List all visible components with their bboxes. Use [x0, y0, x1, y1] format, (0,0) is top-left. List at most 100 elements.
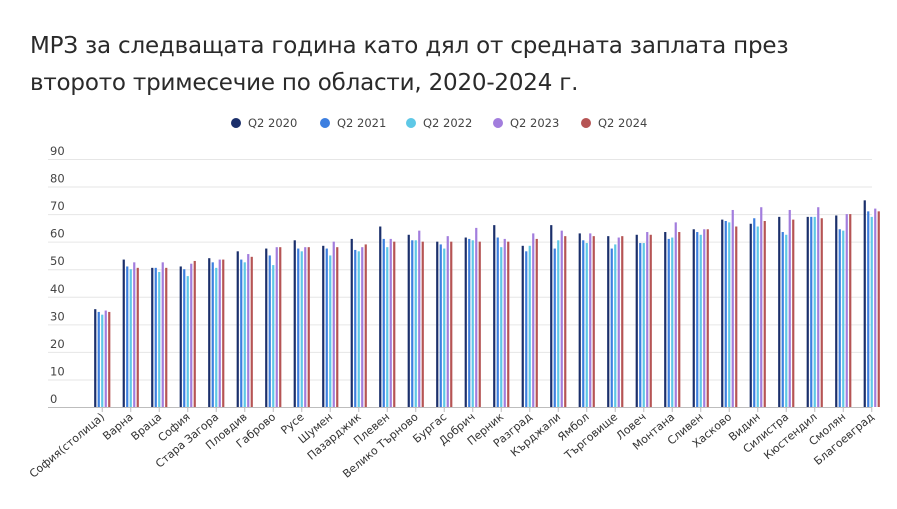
legend-marker-0 [231, 118, 241, 128]
bar [863, 200, 866, 407]
bar [265, 248, 268, 407]
bar [589, 233, 592, 407]
y-tick-label: 40 [50, 282, 65, 296]
bar [639, 243, 642, 407]
bar [439, 244, 442, 407]
bar [421, 241, 424, 407]
bar [749, 223, 752, 407]
bar [646, 232, 649, 407]
bar [161, 262, 164, 407]
bar [781, 232, 784, 407]
bar [322, 245, 325, 407]
legend-marker-4 [581, 118, 591, 128]
bar [778, 216, 781, 407]
bar [731, 209, 734, 407]
bar [379, 226, 382, 407]
chart-title: МРЗ за следващата година като дял от сре… [30, 33, 789, 96]
x-tick-label: София(столица) [27, 410, 107, 480]
bar [756, 226, 759, 407]
bar [560, 230, 563, 407]
gridlines [48, 159, 872, 408]
bar [607, 236, 610, 407]
bar [692, 229, 695, 407]
bar [835, 215, 838, 407]
bar [550, 225, 553, 407]
bar [158, 271, 161, 407]
bar [820, 218, 823, 407]
bar [553, 248, 556, 407]
bar [507, 241, 510, 407]
bar [154, 267, 157, 407]
bar [493, 225, 496, 407]
bar [503, 238, 506, 407]
bar [97, 311, 100, 407]
bar [190, 263, 193, 407]
bar [279, 247, 282, 407]
bar [585, 243, 588, 407]
bar [222, 259, 225, 407]
bar [578, 233, 581, 407]
bar [304, 247, 307, 407]
bar [521, 245, 524, 407]
bar [165, 267, 168, 407]
bar [849, 214, 852, 407]
bar [582, 240, 585, 407]
bar [813, 216, 816, 407]
bar [877, 211, 880, 407]
bar [243, 262, 246, 407]
bar [332, 241, 335, 407]
bar [721, 219, 724, 407]
bar [464, 237, 467, 407]
bar [649, 234, 652, 407]
legend: Q2 2020 Q2 2021 Q2 2022 Q2 2023 Q2 2024 [231, 116, 647, 130]
x-tick-label: Варна [100, 410, 135, 443]
bar [696, 232, 699, 407]
bar [236, 251, 239, 407]
bar [240, 259, 243, 407]
bar [361, 247, 364, 407]
bar [699, 234, 702, 407]
bar [357, 251, 360, 407]
bar [418, 230, 421, 407]
bar [133, 262, 136, 407]
y-tick-label: 80 [50, 172, 65, 186]
bar [136, 267, 139, 407]
y-tick-label: 20 [50, 337, 65, 351]
bar [471, 240, 474, 407]
bar [621, 236, 624, 407]
bar [874, 208, 877, 407]
bar [382, 238, 385, 407]
bar [500, 247, 503, 407]
bar [617, 237, 620, 407]
bar [414, 240, 417, 407]
bar [329, 255, 332, 407]
bar [557, 240, 560, 407]
bar [193, 260, 196, 407]
bar [446, 236, 449, 407]
bar [724, 221, 727, 407]
bar [817, 207, 820, 407]
y-tick-label: 90 [50, 144, 65, 158]
bar [443, 248, 446, 407]
bar [528, 245, 531, 407]
bars [94, 200, 880, 407]
bar [151, 267, 154, 407]
bar [592, 236, 595, 407]
legend-label-4: Q2 2024 [598, 116, 647, 130]
bar [293, 240, 296, 407]
bar [664, 232, 667, 407]
bar [350, 238, 353, 407]
bar [525, 251, 528, 407]
bar [208, 258, 211, 407]
bar [94, 309, 97, 407]
bar [247, 254, 250, 407]
legend-marker-2 [406, 118, 416, 128]
bar [108, 311, 111, 407]
y-tick-label: 50 [50, 254, 65, 268]
bar [300, 251, 303, 407]
legend-label-3: Q2 2023 [510, 116, 559, 130]
bar [215, 267, 218, 407]
bar [838, 229, 841, 407]
